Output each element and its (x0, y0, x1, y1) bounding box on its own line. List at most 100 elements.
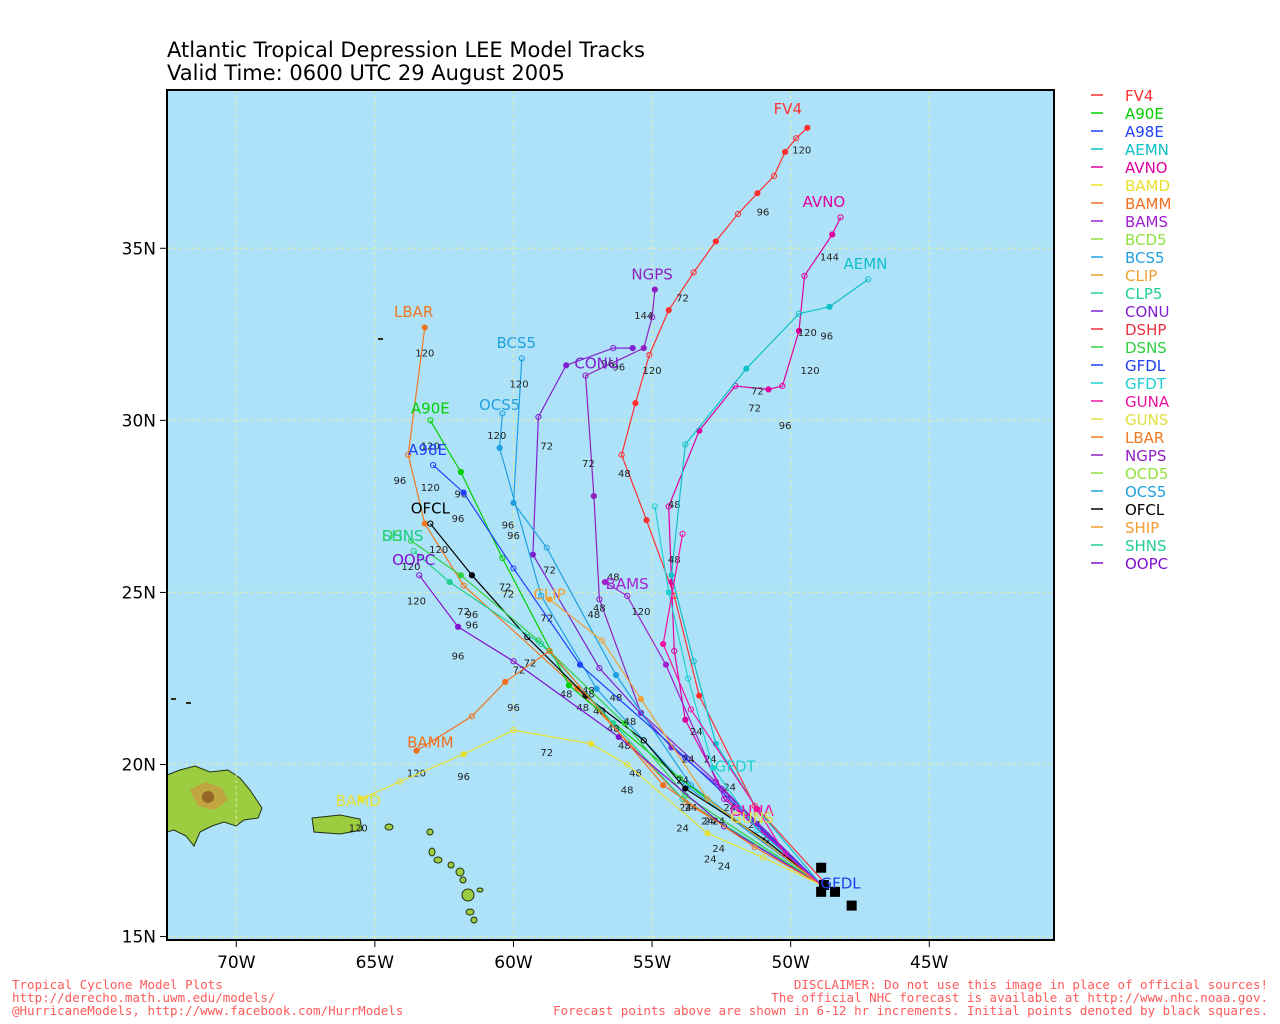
forecast-point (543, 544, 550, 551)
lesser-antilles-islands (384, 823, 484, 924)
forecast-hour-label: 24 (676, 824, 689, 835)
forecast-point (601, 579, 609, 586)
forecast-hour-label: 96 (466, 621, 479, 632)
forecast-hour-label: 48 (582, 686, 595, 697)
ocean-background (167, 90, 1054, 940)
forecast-hour-label: 96 (507, 703, 520, 714)
forecast-point (502, 678, 509, 686)
legend-label: CLP5 (1125, 285, 1162, 303)
legend-label: A90E (1125, 105, 1164, 123)
forecast-hour-label: 72 (499, 583, 512, 594)
track-guna: 24 (660, 530, 822, 886)
map-title: Atlantic Tropical Depression LEE Model T… (167, 38, 645, 62)
legend-label: OCD5 (1125, 465, 1168, 483)
forecast-hour-label: 24 (676, 775, 689, 786)
legend: FV4A90EA98EAEMNAVNOBAMDBAMMBAMSBCD5BCS5C… (1091, 87, 1171, 573)
legend-item: CLIP (1091, 267, 1157, 285)
track-clip: 24 48 (546, 596, 822, 886)
legend-item: BAMS (1091, 213, 1168, 231)
forecast-point (690, 269, 697, 276)
forecast-point (682, 716, 689, 723)
legend-item: A98E (1091, 123, 1164, 141)
forecast-point (782, 148, 789, 156)
model-label: FV4 (774, 100, 802, 118)
legend-label: LBAR (1125, 429, 1164, 447)
forecast-hour-label: 96 (454, 490, 467, 501)
legend-item: CONU (1091, 303, 1169, 321)
forecast-point (721, 795, 728, 803)
model-label: LBAR (394, 303, 433, 321)
legend-label: OCS5 (1125, 483, 1166, 501)
forecast-hour-label: 48 (610, 693, 623, 704)
initial-points (816, 862, 857, 911)
track-line (410, 540, 822, 886)
y-tick-label: 25N (122, 583, 156, 603)
forecast-point (632, 400, 639, 407)
footer-left-line-1: Tropical Cyclone Model Plots (12, 977, 223, 992)
forecast-point (563, 362, 570, 369)
forecast-point (643, 517, 650, 524)
model-label: OCS5 (479, 396, 520, 414)
hispaniola-peak (202, 791, 214, 803)
forecast-hour-label: 120 (643, 366, 662, 377)
legend-label: AVNO (1125, 159, 1168, 177)
forecast-hour-label: 120 (631, 607, 650, 618)
legend-item: NGPS (1091, 447, 1166, 465)
forecast-hour-label: 72 (502, 590, 515, 601)
forecast-hour-label: 96 (393, 476, 406, 487)
forecast-hour-label: 24 (712, 844, 725, 855)
footer-right-line-2: The official NHC forecast is available a… (771, 990, 1268, 1005)
forecast-hour-label: 96 (452, 514, 465, 525)
forecast-hour-label: 96 (452, 651, 465, 662)
model-label: GUNA (730, 802, 775, 820)
forecast-point (518, 355, 525, 362)
forecast-point (427, 520, 434, 527)
forecast-hour-label: 24 (679, 803, 692, 814)
legend-label: GFDL (1125, 357, 1166, 375)
forecast-hour-label: 120 (415, 349, 434, 360)
forecast-hour-label: 48 (593, 707, 606, 718)
model-label: BAMS (606, 575, 649, 593)
forecast-hour-label: 48 (607, 572, 620, 583)
legend-item: DSHP (1091, 321, 1166, 339)
track-bcs5: 24 48 72 96 120 (502, 355, 822, 886)
track-line (418, 574, 822, 886)
legend-label: FV4 (1125, 87, 1153, 105)
legend-label: SHIP (1125, 519, 1159, 537)
forecast-hour-label: 48 (607, 724, 620, 735)
x-tick-label: 65W (356, 953, 395, 973)
forecast-point (709, 764, 717, 772)
model-label: GUNS (730, 809, 773, 827)
forecast-point (510, 726, 517, 734)
track-bamd: 24 48 72 96 120 (349, 726, 822, 886)
legend-label: DSNS (1125, 339, 1167, 357)
forecast-point (396, 778, 403, 785)
forecast-hour-label: 96 (601, 359, 614, 370)
legend-label: OFCL (1125, 501, 1165, 519)
legend-item: AEMN (1091, 141, 1169, 159)
forecast-hour-label: 24 (682, 755, 695, 766)
forecast-point (565, 682, 573, 689)
y-tick-label: 35N (122, 239, 156, 259)
track-line (662, 533, 822, 886)
footer-left-line-2: http://derecho.math.uwm.edu/models/ (12, 990, 275, 1005)
track-line (407, 327, 822, 886)
map-subtitle: Valid Time: 0600 UTC 29 August 2005 (167, 61, 565, 85)
model-label: DSNS (382, 527, 424, 545)
forecast-hour-label: 72 (457, 607, 470, 618)
model-label: CONU (574, 355, 618, 373)
forecast-point (682, 441, 689, 448)
forecast-hour-label: 48 (668, 500, 681, 511)
model-tracks: 2448729612024487296120144244872961204872… (349, 124, 872, 886)
forecast-point (538, 592, 545, 599)
forecast-point (430, 462, 437, 469)
forecast-hour-label: 24 (723, 782, 736, 793)
forecast-point (640, 737, 647, 744)
forecast-point (685, 675, 692, 682)
forecast-point (779, 382, 786, 390)
forecast-hour-label: 120 (429, 545, 448, 556)
forecast-point (407, 537, 415, 544)
forecast-point (460, 582, 467, 589)
y-tick-label: 20N (122, 755, 156, 775)
